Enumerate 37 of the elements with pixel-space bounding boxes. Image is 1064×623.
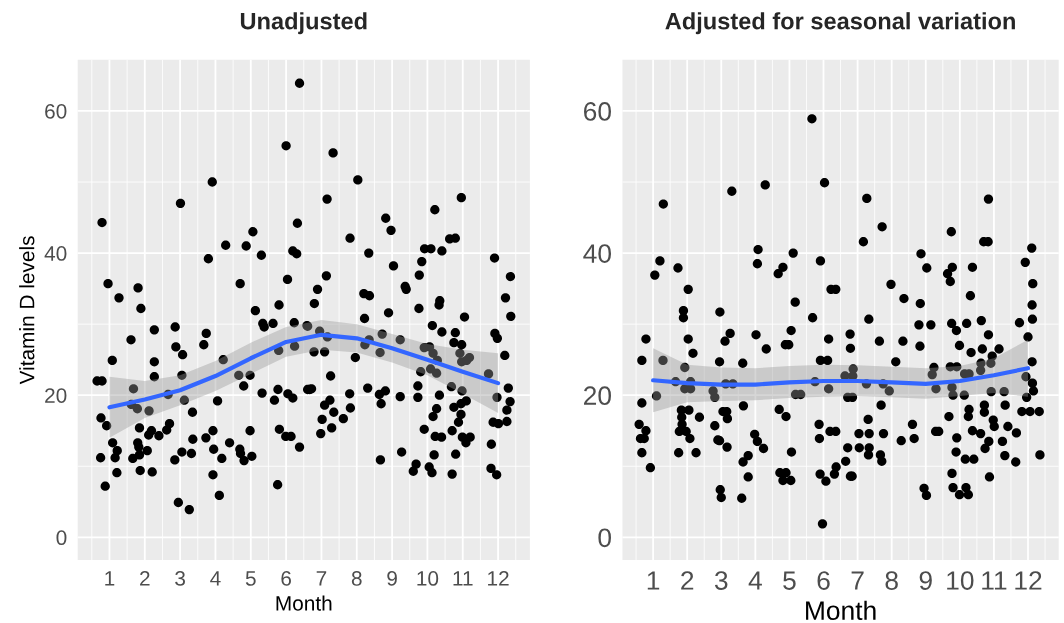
y-tick-label: 0 <box>598 528 611 548</box>
x-tick-label: 9 <box>919 571 932 590</box>
x-axis-title: Month <box>276 595 332 611</box>
y-tick-label: 40 <box>44 246 67 261</box>
x-axis-title: Month <box>806 600 876 621</box>
chart-title: Unadjusted <box>240 12 367 35</box>
y-axis-title: Vitamin D levels <box>19 236 35 385</box>
y-tick-label: 20 <box>584 386 611 406</box>
y-tick-label: 20 <box>45 388 67 403</box>
chart-title: Adjusted for seasonal variation <box>665 12 1015 35</box>
x-tick-label: 12 <box>1015 571 1042 590</box>
x-tick-label: 10 <box>947 571 974 590</box>
x-tick-label: 5 <box>245 571 256 586</box>
x-tick-label: 7 <box>851 571 864 590</box>
x-tick-label: 4 <box>748 571 762 590</box>
x-tick-label: 11 <box>453 571 473 586</box>
x-tick-label: 10 <box>417 571 439 586</box>
x-tick-label: 5 <box>783 571 796 590</box>
x-tick-label: 11 <box>982 571 1007 590</box>
x-tick-label: 8 <box>885 571 898 590</box>
x-tick-label: 1 <box>105 571 115 586</box>
y-tick-label: 40 <box>583 244 611 263</box>
x-tick-label: 2 <box>140 571 150 586</box>
x-tick-label: 9 <box>387 571 397 586</box>
x-tick-label: 4 <box>210 571 221 586</box>
x-tick-label: 3 <box>175 571 185 586</box>
x-tick-label: 8 <box>351 571 362 586</box>
x-tick-label: 2 <box>681 571 694 590</box>
x-tick-label: 6 <box>817 571 830 590</box>
x-tick-label: 1 <box>647 571 660 590</box>
y-tick-label: 0 <box>56 530 67 546</box>
x-tick-label: 7 <box>316 571 327 586</box>
y-tick-label: 60 <box>584 102 611 121</box>
x-tick-label: 3 <box>714 571 728 590</box>
x-tick-label: 6 <box>281 571 291 586</box>
x-tick-label: 12 <box>488 571 509 586</box>
y-tick-label: 60 <box>45 103 67 119</box>
